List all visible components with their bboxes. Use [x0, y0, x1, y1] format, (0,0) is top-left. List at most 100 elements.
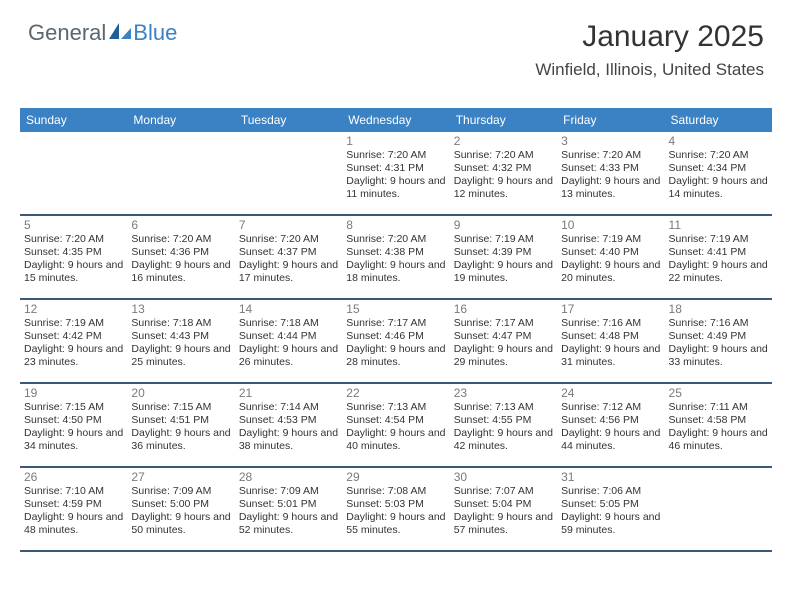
day-number: 23	[454, 386, 553, 400]
day-number: 18	[669, 302, 768, 316]
sunrise-line: Sunrise: 7:16 AM	[669, 317, 768, 330]
sunset-line: Sunset: 4:36 PM	[131, 246, 230, 259]
sunrise-line: Sunrise: 7:12 AM	[561, 401, 660, 414]
calendar-cell: 21Sunrise: 7:14 AMSunset: 4:53 PMDayligh…	[235, 384, 342, 466]
sunset-line: Sunset: 5:03 PM	[346, 498, 445, 511]
daylight-line: Daylight: 9 hours and 20 minutes.	[561, 259, 660, 285]
logo-text-2: Blue	[133, 20, 177, 46]
daylight-line: Daylight: 9 hours and 22 minutes.	[669, 259, 768, 285]
sunset-line: Sunset: 4:35 PM	[24, 246, 123, 259]
sunset-line: Sunset: 4:59 PM	[24, 498, 123, 511]
calendar-cell-empty	[665, 468, 772, 550]
daylight-line: Daylight: 9 hours and 23 minutes.	[24, 343, 123, 369]
calendar-cell: 23Sunrise: 7:13 AMSunset: 4:55 PMDayligh…	[450, 384, 557, 466]
sunset-line: Sunset: 4:38 PM	[346, 246, 445, 259]
day-number: 29	[346, 470, 445, 484]
sunrise-line: Sunrise: 7:17 AM	[454, 317, 553, 330]
day-number: 28	[239, 470, 338, 484]
sunset-line: Sunset: 5:01 PM	[239, 498, 338, 511]
calendar-cell: 2Sunrise: 7:20 AMSunset: 4:32 PMDaylight…	[450, 132, 557, 214]
week-row: 26Sunrise: 7:10 AMSunset: 4:59 PMDayligh…	[20, 468, 772, 552]
location: Winfield, Illinois, United States	[535, 60, 764, 80]
daylight-line: Daylight: 9 hours and 12 minutes.	[454, 175, 553, 201]
daylight-line: Daylight: 9 hours and 16 minutes.	[131, 259, 230, 285]
day-number: 24	[561, 386, 660, 400]
daylight-line: Daylight: 9 hours and 46 minutes.	[669, 427, 768, 453]
sunset-line: Sunset: 4:42 PM	[24, 330, 123, 343]
day-number: 2	[454, 134, 553, 148]
sunrise-line: Sunrise: 7:20 AM	[24, 233, 123, 246]
sunset-line: Sunset: 4:48 PM	[561, 330, 660, 343]
week-row: 1Sunrise: 7:20 AMSunset: 4:31 PMDaylight…	[20, 132, 772, 216]
sunrise-line: Sunrise: 7:15 AM	[24, 401, 123, 414]
header-right: January 2025 Winfield, Illinois, United …	[535, 20, 764, 80]
day-header-cell: Friday	[557, 108, 664, 132]
sunrise-line: Sunrise: 7:16 AM	[561, 317, 660, 330]
sunset-line: Sunset: 4:54 PM	[346, 414, 445, 427]
daylight-line: Daylight: 9 hours and 44 minutes.	[561, 427, 660, 453]
sunrise-line: Sunrise: 7:18 AM	[131, 317, 230, 330]
daylight-line: Daylight: 9 hours and 33 minutes.	[669, 343, 768, 369]
calendar-cell: 4Sunrise: 7:20 AMSunset: 4:34 PMDaylight…	[665, 132, 772, 214]
calendar-cell: 14Sunrise: 7:18 AMSunset: 4:44 PMDayligh…	[235, 300, 342, 382]
daylight-line: Daylight: 9 hours and 29 minutes.	[454, 343, 553, 369]
sunrise-line: Sunrise: 7:20 AM	[346, 149, 445, 162]
calendar-cell: 15Sunrise: 7:17 AMSunset: 4:46 PMDayligh…	[342, 300, 449, 382]
daylight-line: Daylight: 9 hours and 40 minutes.	[346, 427, 445, 453]
daylight-line: Daylight: 9 hours and 52 minutes.	[239, 511, 338, 537]
daylight-line: Daylight: 9 hours and 14 minutes.	[669, 175, 768, 201]
week-row: 12Sunrise: 7:19 AMSunset: 4:42 PMDayligh…	[20, 300, 772, 384]
sunrise-line: Sunrise: 7:19 AM	[24, 317, 123, 330]
daylight-line: Daylight: 9 hours and 48 minutes.	[24, 511, 123, 537]
sunset-line: Sunset: 4:46 PM	[346, 330, 445, 343]
day-number: 12	[24, 302, 123, 316]
month-year: January 2025	[535, 20, 764, 54]
sunset-line: Sunset: 4:51 PM	[131, 414, 230, 427]
daylight-line: Daylight: 9 hours and 13 minutes.	[561, 175, 660, 201]
daylight-line: Daylight: 9 hours and 19 minutes.	[454, 259, 553, 285]
sunset-line: Sunset: 4:49 PM	[669, 330, 768, 343]
day-number: 10	[561, 218, 660, 232]
calendar-cell: 19Sunrise: 7:15 AMSunset: 4:50 PMDayligh…	[20, 384, 127, 466]
sunrise-line: Sunrise: 7:20 AM	[454, 149, 553, 162]
calendar-cell: 25Sunrise: 7:11 AMSunset: 4:58 PMDayligh…	[665, 384, 772, 466]
sunrise-line: Sunrise: 7:19 AM	[669, 233, 768, 246]
calendar-cell: 20Sunrise: 7:15 AMSunset: 4:51 PMDayligh…	[127, 384, 234, 466]
calendar-cell: 27Sunrise: 7:09 AMSunset: 5:00 PMDayligh…	[127, 468, 234, 550]
sunrise-line: Sunrise: 7:11 AM	[669, 401, 768, 414]
daylight-line: Daylight: 9 hours and 31 minutes.	[561, 343, 660, 369]
day-number: 9	[454, 218, 553, 232]
sunrise-line: Sunrise: 7:10 AM	[24, 485, 123, 498]
sunset-line: Sunset: 4:31 PM	[346, 162, 445, 175]
calendar-cell: 13Sunrise: 7:18 AMSunset: 4:43 PMDayligh…	[127, 300, 234, 382]
sunset-line: Sunset: 4:58 PM	[669, 414, 768, 427]
logo: General Blue	[28, 20, 177, 46]
calendar-cell: 9Sunrise: 7:19 AMSunset: 4:39 PMDaylight…	[450, 216, 557, 298]
sunset-line: Sunset: 4:44 PM	[239, 330, 338, 343]
sunrise-line: Sunrise: 7:17 AM	[346, 317, 445, 330]
sunset-line: Sunset: 4:55 PM	[454, 414, 553, 427]
daylight-line: Daylight: 9 hours and 34 minutes.	[24, 427, 123, 453]
calendar-cell: 16Sunrise: 7:17 AMSunset: 4:47 PMDayligh…	[450, 300, 557, 382]
day-number: 16	[454, 302, 553, 316]
calendar-cell: 1Sunrise: 7:20 AMSunset: 4:31 PMDaylight…	[342, 132, 449, 214]
day-header-row: SundayMondayTuesdayWednesdayThursdayFrid…	[20, 108, 772, 132]
sunrise-line: Sunrise: 7:09 AM	[239, 485, 338, 498]
day-number: 22	[346, 386, 445, 400]
calendar-cell: 22Sunrise: 7:13 AMSunset: 4:54 PMDayligh…	[342, 384, 449, 466]
day-number: 1	[346, 134, 445, 148]
sunset-line: Sunset: 5:04 PM	[454, 498, 553, 511]
calendar-cell: 31Sunrise: 7:06 AMSunset: 5:05 PMDayligh…	[557, 468, 664, 550]
day-header-cell: Monday	[127, 108, 234, 132]
sunset-line: Sunset: 4:47 PM	[454, 330, 553, 343]
sunrise-line: Sunrise: 7:19 AM	[454, 233, 553, 246]
daylight-line: Daylight: 9 hours and 18 minutes.	[346, 259, 445, 285]
day-header-cell: Sunday	[20, 108, 127, 132]
sunset-line: Sunset: 4:56 PM	[561, 414, 660, 427]
daylight-line: Daylight: 9 hours and 17 minutes.	[239, 259, 338, 285]
daylight-line: Daylight: 9 hours and 11 minutes.	[346, 175, 445, 201]
logo-text-1: General	[28, 20, 106, 46]
day-number: 11	[669, 218, 768, 232]
daylight-line: Daylight: 9 hours and 36 minutes.	[131, 427, 230, 453]
day-number: 20	[131, 386, 230, 400]
